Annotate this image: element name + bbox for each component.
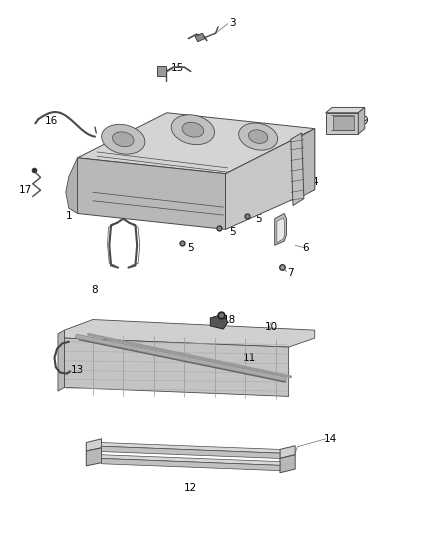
Polygon shape	[102, 446, 280, 458]
Polygon shape	[58, 330, 64, 391]
Text: 13: 13	[71, 365, 84, 375]
Text: 10: 10	[265, 322, 278, 333]
Text: 18: 18	[223, 314, 237, 325]
Text: 12: 12	[184, 483, 198, 493]
Polygon shape	[275, 214, 286, 245]
Polygon shape	[78, 113, 315, 174]
Ellipse shape	[239, 123, 278, 150]
Polygon shape	[86, 439, 102, 451]
Ellipse shape	[102, 124, 145, 154]
Text: 5: 5	[229, 227, 235, 237]
Ellipse shape	[182, 122, 204, 137]
Polygon shape	[64, 338, 289, 397]
Text: 6: 6	[303, 243, 309, 253]
Ellipse shape	[171, 115, 215, 144]
Ellipse shape	[248, 130, 268, 143]
Polygon shape	[333, 116, 354, 130]
Polygon shape	[280, 446, 295, 458]
Polygon shape	[78, 158, 226, 229]
Text: 3: 3	[229, 18, 235, 28]
Text: 5: 5	[187, 243, 194, 253]
Text: 17: 17	[19, 184, 32, 195]
Text: 15: 15	[171, 63, 184, 72]
Polygon shape	[64, 319, 315, 347]
Text: 16: 16	[45, 116, 58, 126]
Polygon shape	[291, 133, 304, 206]
Text: 1: 1	[66, 211, 72, 221]
Text: 5: 5	[255, 214, 261, 224]
Text: 11: 11	[243, 353, 256, 362]
Ellipse shape	[113, 132, 134, 147]
Polygon shape	[102, 458, 280, 471]
Polygon shape	[102, 455, 280, 465]
Polygon shape	[325, 108, 365, 113]
Text: 2: 2	[127, 156, 133, 165]
Text: 14: 14	[323, 434, 337, 444]
Polygon shape	[210, 314, 228, 329]
Text: 8: 8	[92, 285, 98, 295]
Polygon shape	[280, 455, 295, 473]
Polygon shape	[277, 217, 284, 243]
Text: 4: 4	[311, 176, 318, 187]
Polygon shape	[358, 108, 365, 134]
Polygon shape	[226, 128, 315, 229]
Polygon shape	[86, 448, 102, 466]
Text: 9: 9	[361, 116, 368, 126]
Polygon shape	[325, 113, 358, 134]
Polygon shape	[66, 158, 78, 214]
Polygon shape	[157, 66, 166, 76]
Polygon shape	[297, 128, 315, 199]
Text: 7: 7	[287, 268, 294, 278]
Polygon shape	[102, 442, 280, 453]
Polygon shape	[195, 33, 205, 42]
